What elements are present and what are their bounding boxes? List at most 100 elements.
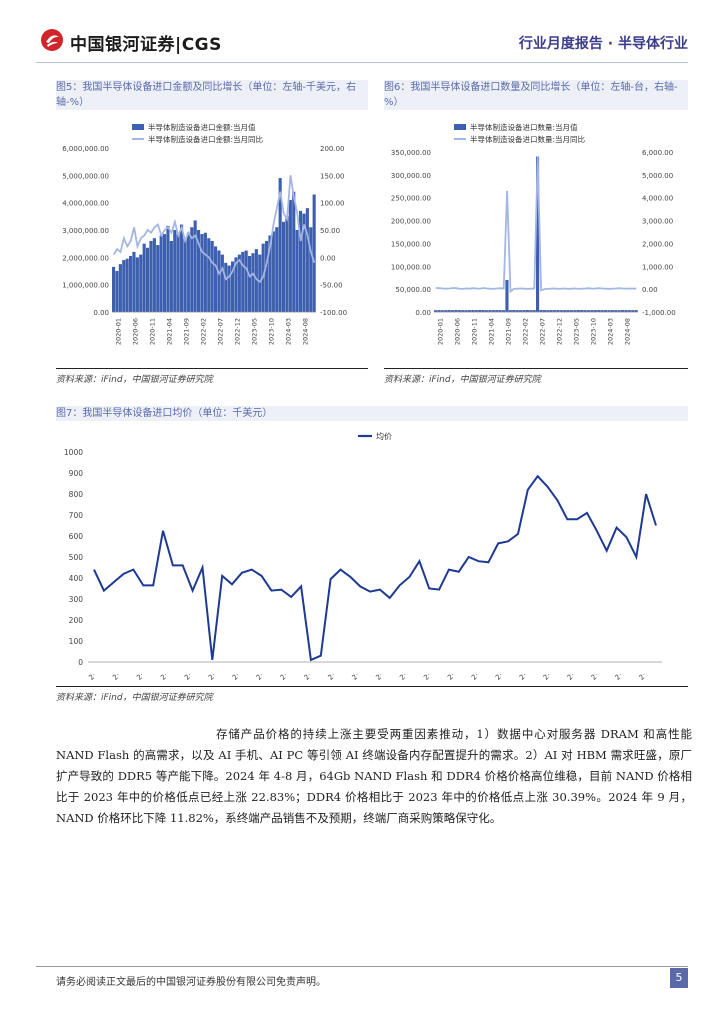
fig6-bar xyxy=(621,310,625,312)
fig5-y-tick: 2,000,000.00 xyxy=(62,254,109,262)
fig5-bar xyxy=(159,235,163,312)
fig6-bar xyxy=(529,310,533,312)
fig7-x-tick: 2· xyxy=(111,671,121,681)
fig6-bar xyxy=(617,310,621,312)
fig6-bar xyxy=(604,310,608,312)
fig7-avg-price-line xyxy=(93,474,657,662)
fig5-x-tick: 2022-12 xyxy=(234,318,242,345)
fig7-x-tick: 2· xyxy=(231,671,241,681)
fig5-bar xyxy=(193,220,197,312)
footer-disclaimer: 请务必阅读正文最后的中国银河证券股份有限公司免责声明。 xyxy=(56,977,326,988)
fig6-bar xyxy=(570,310,574,312)
fig7-y-tick: 300 xyxy=(69,595,84,604)
fig6-bar xyxy=(447,310,451,312)
fig7-x-tick: 2· xyxy=(590,671,600,681)
fig6-bar xyxy=(580,310,584,312)
fig5-bar xyxy=(268,235,272,312)
fig5-y-tick: 0.00 xyxy=(93,309,109,317)
fig6-bar xyxy=(553,310,557,312)
fig5-y-tick: 4,000,000.00 xyxy=(62,200,109,208)
fig6-y2-tick: 3,000.00 xyxy=(642,218,673,226)
fig6-y2-tick: 0.00 xyxy=(642,286,658,294)
fig7-x-tick: 2· xyxy=(87,671,97,681)
fig5-bar xyxy=(163,234,167,312)
fig6-y2-tick: 4,000.00 xyxy=(642,195,673,203)
fig6-y-tick: 300,000.00 xyxy=(391,172,431,180)
fig6-bar xyxy=(485,310,489,312)
fig7-title: 图7：我国半导体设备进口均价（单位：千美元） xyxy=(56,406,688,421)
fig5-bar xyxy=(186,232,190,312)
fig5-bar xyxy=(271,231,275,312)
fig6-bar xyxy=(512,310,516,312)
fig6-bar xyxy=(614,310,618,312)
fig5-title: 图5：我国半导体设备进口金额及同比增长（单位：左轴-千美元，右轴-%） xyxy=(56,80,368,110)
fig7-source-rule xyxy=(56,686,688,687)
fig5-bar xyxy=(142,243,146,312)
fig6-x-tick: 2024-03 xyxy=(607,318,615,345)
fig5-bar xyxy=(227,265,231,312)
fig7-y-tick: 100 xyxy=(69,637,84,646)
header-divider xyxy=(36,62,688,63)
fig6-bar xyxy=(559,310,563,312)
fig5-bar xyxy=(288,199,292,312)
fig5-bar xyxy=(190,227,194,312)
footer-divider xyxy=(36,966,688,967)
fig6-bar xyxy=(502,310,506,312)
fig7-x-tick: 2· xyxy=(518,671,528,681)
fig7-x-tick: 2· xyxy=(566,671,576,681)
fig6-source: 资料来源：iFind，中国银河证券研究院 xyxy=(384,375,541,385)
fig5-y-tick: 3,000,000.00 xyxy=(62,227,109,235)
fig7-x-tick: 2· xyxy=(446,671,456,681)
fig7-x-tick: 2· xyxy=(279,671,289,681)
fig5-bar xyxy=(275,227,279,312)
fig7-x-tick: 2· xyxy=(303,671,313,681)
fig6-y-tick: 150,000.00 xyxy=(391,240,431,248)
fig5-bar xyxy=(258,254,262,312)
fig5-bar xyxy=(285,216,289,312)
fig6-bar xyxy=(468,310,472,312)
fig7-y-tick: 400 xyxy=(69,574,84,583)
fig7-y-tick: 1000 xyxy=(64,448,83,457)
fig5-bar xyxy=(122,260,126,312)
fig6-y2-tick: 5,000.00 xyxy=(642,172,673,180)
fig6-bar xyxy=(478,309,482,312)
fig5-y2-tick: 0.00 xyxy=(320,254,336,262)
report-type: 行业月度报告 · 半导体行业 xyxy=(518,36,688,52)
fig6-bar xyxy=(593,310,597,312)
fig5-bar xyxy=(166,225,170,312)
fig6-bar xyxy=(434,310,438,312)
fig5-bar xyxy=(214,246,218,312)
fig5-bar xyxy=(217,250,221,312)
fig5-bar xyxy=(278,178,282,312)
fig6-x-tick: 2020-11 xyxy=(471,318,479,345)
fig6-x-tick: 2024-08 xyxy=(624,318,632,345)
fig5-x-tick: 2023-05 xyxy=(251,318,259,345)
fig6-legend-swatch-bar xyxy=(454,124,466,130)
fig6-bar xyxy=(556,310,560,312)
fig5-bar xyxy=(132,251,136,312)
fig7-x-tick: 2· xyxy=(637,671,647,681)
fig7-x-tick: 2· xyxy=(374,671,384,681)
fig6-y-tick: 50,000.00 xyxy=(395,286,431,294)
fig6-x-tick: 2022-12 xyxy=(556,318,564,345)
fig7-y-tick: 200 xyxy=(69,616,84,625)
fig6-bar xyxy=(539,310,543,312)
fig6-x-tick: 2021-04 xyxy=(488,318,496,345)
fig6-y-tick: 350,000.00 xyxy=(391,149,431,157)
fig6-bar xyxy=(440,310,444,312)
fig6-bar xyxy=(464,310,468,312)
fig5-bar xyxy=(135,257,139,312)
fig7-x-tick: 2· xyxy=(398,671,408,681)
fig5-y2-tick: 100.00 xyxy=(320,200,345,208)
fig5-y-tick: 5,000,000.00 xyxy=(62,172,109,180)
fig6-bar xyxy=(508,310,512,312)
fig7-source: 资料来源：iFind，中国银河证券研究院 xyxy=(56,693,213,703)
fig5-source: 资料来源：iFind，中国银河证券研究院 xyxy=(56,375,213,385)
fig5-bar xyxy=(282,221,286,312)
fig5-bar xyxy=(197,230,201,312)
fig7-y-tick: 600 xyxy=(69,532,84,541)
fig5-x-tick: 2022-07 xyxy=(217,318,225,345)
fig6-bar xyxy=(587,310,591,312)
